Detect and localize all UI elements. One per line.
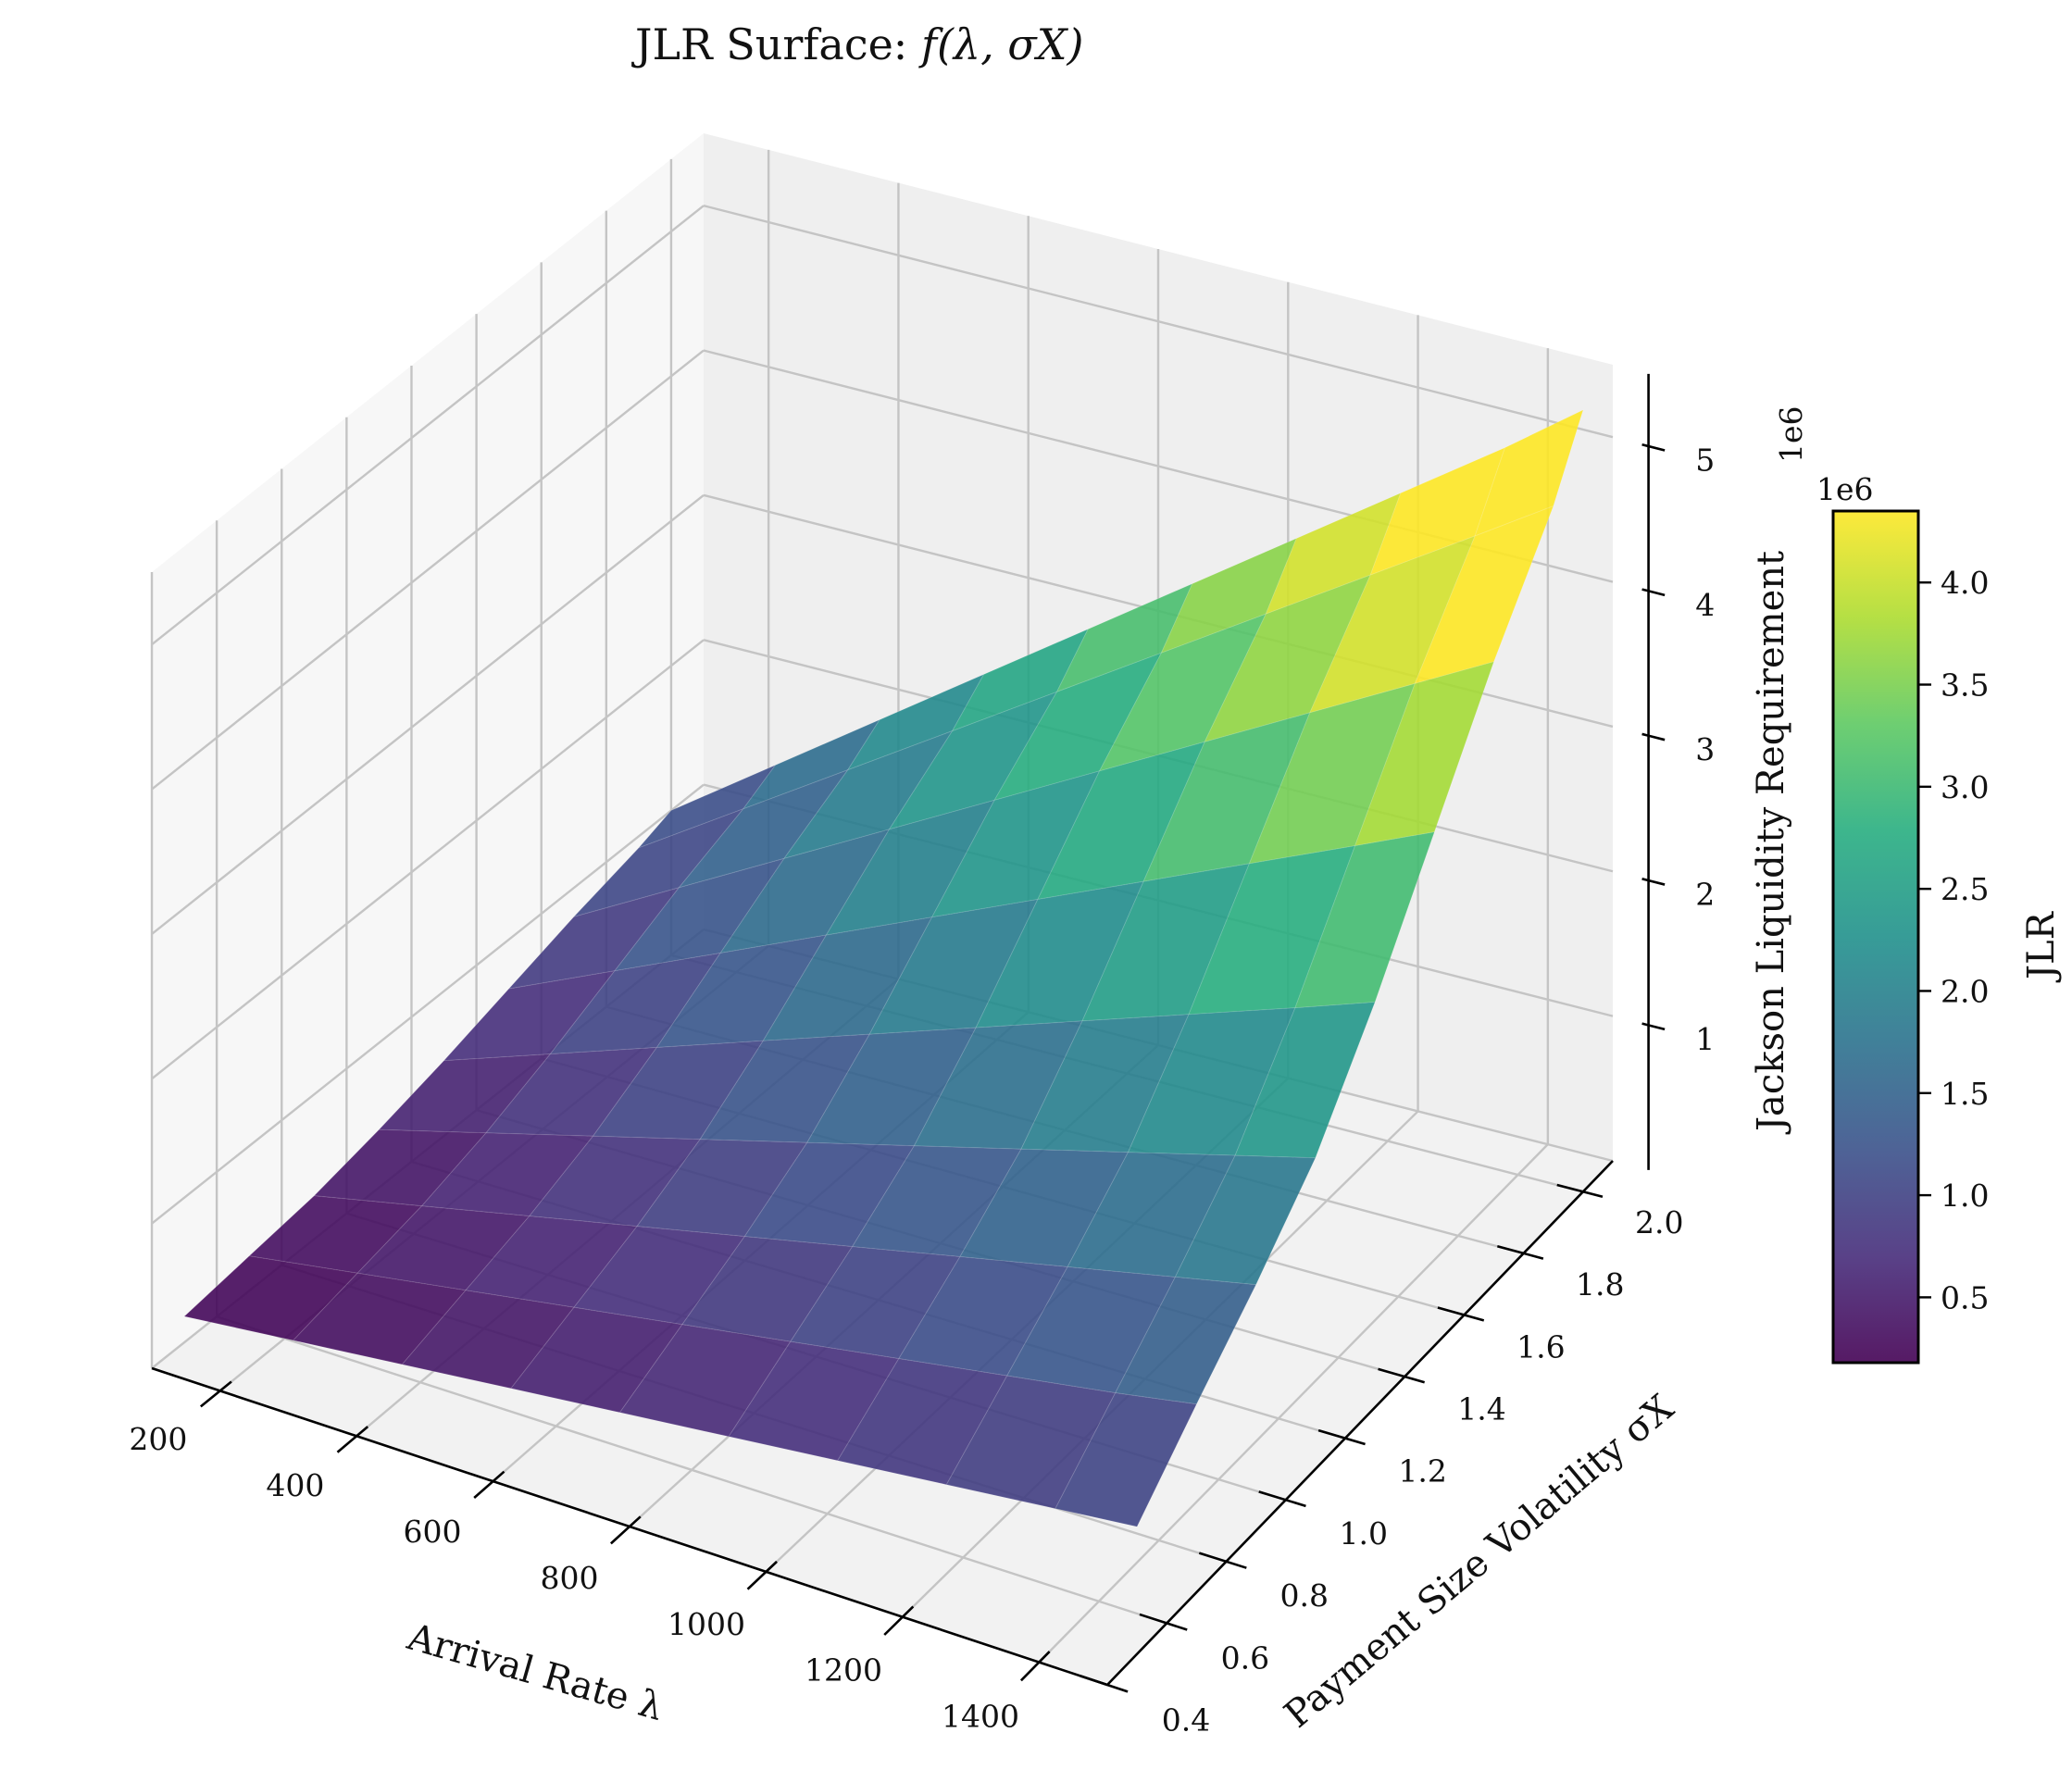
tick-label: 0.8 xyxy=(1280,1577,1329,1614)
colorbar-gradient xyxy=(1831,509,1920,1365)
tick-label: 1.4 xyxy=(1457,1391,1505,1427)
grid-line xyxy=(151,349,705,791)
z-tick xyxy=(1641,1022,1666,1031)
colorbar: 0.5 1.0 1.5 2.0 2.5 3.0 3.5 4.0 1e6 JLR xyxy=(1816,471,2063,1365)
x-tick xyxy=(1019,1651,1051,1682)
tick-label: 1200 xyxy=(805,1652,882,1689)
tick-label: 1.0 xyxy=(1339,1515,1387,1552)
colorbar-ticks: 0.5 1.0 1.5 2.0 2.5 3.0 3.5 4.0 xyxy=(1918,565,1989,1315)
colorbar-tick-label: 0.5 xyxy=(1941,1279,1989,1315)
y-tick xyxy=(1139,1613,1188,1631)
y-tick xyxy=(1317,1428,1366,1446)
y-axis-line xyxy=(1106,1160,1614,1686)
grid-line xyxy=(151,205,705,646)
grid-line xyxy=(151,493,705,935)
tick-label: 400 xyxy=(266,1467,324,1503)
colorbar-tick-label: 4.0 xyxy=(1941,565,1989,601)
colorbar-offset-text: 1e6 xyxy=(1816,471,1874,507)
colorbar-tick-label: 3.0 xyxy=(1941,769,1989,805)
x-tick xyxy=(609,1515,642,1545)
z-axis-label: Jackson Liquidity Requirement xyxy=(1750,551,1792,1135)
z-tick xyxy=(1641,878,1666,886)
tick-label: 1 xyxy=(1695,1021,1715,1057)
grid-line xyxy=(151,783,705,1225)
y-tick xyxy=(1378,1367,1426,1384)
z-tick xyxy=(1641,442,1666,452)
x-tick xyxy=(746,1560,778,1590)
tick-label: 2 xyxy=(1695,877,1715,913)
surface xyxy=(183,408,1584,1527)
x-axis-label: Arrival Rate λ xyxy=(402,1615,668,1729)
colorbar-tick-label: 1.5 xyxy=(1941,1076,1989,1112)
grid-line xyxy=(216,1315,1167,1625)
tick-label: 1000 xyxy=(668,1606,745,1642)
y-tick xyxy=(1437,1306,1485,1322)
tick-label: 200 xyxy=(129,1421,187,1457)
left-pane xyxy=(152,133,704,1368)
tick-label: 1400 xyxy=(942,1699,1019,1735)
colorbar-tick-label: 1.0 xyxy=(1941,1178,1989,1214)
colorbar-tick-label: 2.0 xyxy=(1941,973,1989,1009)
tick-label: 1.8 xyxy=(1576,1266,1624,1303)
x-tick xyxy=(883,1605,915,1636)
z-offset-text: 1e6 xyxy=(1773,405,1809,463)
tick-label: 800 xyxy=(541,1560,599,1596)
colorbar-tick-label: 2.5 xyxy=(1941,871,1989,907)
colorbar-tick-label: 3.5 xyxy=(1941,667,1989,704)
grid-line xyxy=(151,639,705,1080)
chart-title: JLR Surface: f(λ, σX) xyxy=(631,19,1083,69)
x-tick xyxy=(199,1380,232,1408)
tick-label: 4 xyxy=(1695,587,1715,623)
x-tick xyxy=(336,1426,369,1453)
tick-label: 1.6 xyxy=(1517,1328,1565,1365)
surface-patch xyxy=(1055,1392,1198,1527)
tick-label: 5 xyxy=(1695,442,1715,479)
z-tick xyxy=(1641,732,1666,742)
grid-line xyxy=(703,205,1614,439)
y-tick xyxy=(1556,1183,1604,1199)
surface-patch xyxy=(1474,408,1584,537)
y-tick xyxy=(1258,1490,1306,1508)
grid-line xyxy=(1038,1143,1549,1664)
tick-label: 0.6 xyxy=(1221,1639,1269,1676)
y-tick xyxy=(1497,1245,1544,1260)
tick-label: 2.0 xyxy=(1635,1204,1683,1240)
tick-label: 1.2 xyxy=(1398,1453,1446,1490)
tick-label: 3 xyxy=(1695,731,1715,767)
colorbar-label: JLR xyxy=(2020,910,2063,983)
y-tick xyxy=(1198,1552,1247,1569)
tick-label: 600 xyxy=(404,1514,462,1550)
y-tick xyxy=(1080,1674,1129,1693)
x-tick xyxy=(473,1470,506,1500)
tick-label: 0.4 xyxy=(1162,1702,1210,1739)
z-tick xyxy=(1641,588,1666,597)
axis-ticks: 200 400 600 800 1000 1200 1400 0.4 0.6 0.8 1.0 1.2 1… xyxy=(129,373,1715,1739)
